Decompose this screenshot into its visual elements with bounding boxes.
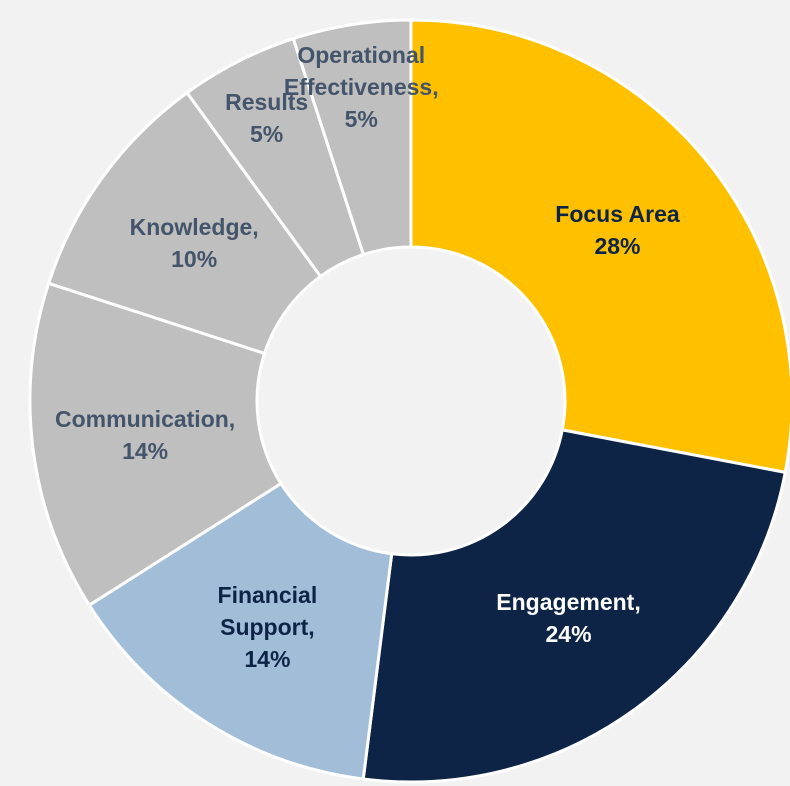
data-label: Communication, 14% [45, 403, 245, 467]
value-label: 14% [244, 646, 291, 673]
donut-slice [291, 18, 413, 257]
donut-slice [28, 281, 284, 608]
data-label: Results 5% [167, 86, 367, 150]
donut-slice [361, 428, 788, 784]
category-label: Financial Support, [217, 582, 318, 641]
data-label: Focus Area 28% [517, 198, 717, 262]
data-label: Knowledge, 10% [94, 211, 294, 275]
data-label: Engagement, 24% [469, 586, 669, 650]
category-label: Results [225, 88, 309, 115]
category-label: Communication, [55, 405, 236, 432]
value-label: 5% [250, 120, 284, 147]
value-label: 28% [594, 233, 641, 260]
category-label: Operational Effectiveness, [283, 41, 439, 100]
category-label: Focus Area [555, 201, 680, 228]
data-label: Operational Effectiveness, 5% [261, 39, 461, 135]
donut-slice [409, 18, 790, 475]
value-label: 14% [122, 437, 169, 464]
data-label: Financial Support, 14% [167, 579, 367, 675]
value-label: 10% [171, 246, 218, 273]
category-label: Knowledge, [129, 214, 259, 241]
donut-slice [46, 90, 323, 356]
category-label: Engagement, [496, 588, 641, 615]
value-label: 24% [545, 620, 592, 647]
value-label: 5% [344, 105, 378, 132]
